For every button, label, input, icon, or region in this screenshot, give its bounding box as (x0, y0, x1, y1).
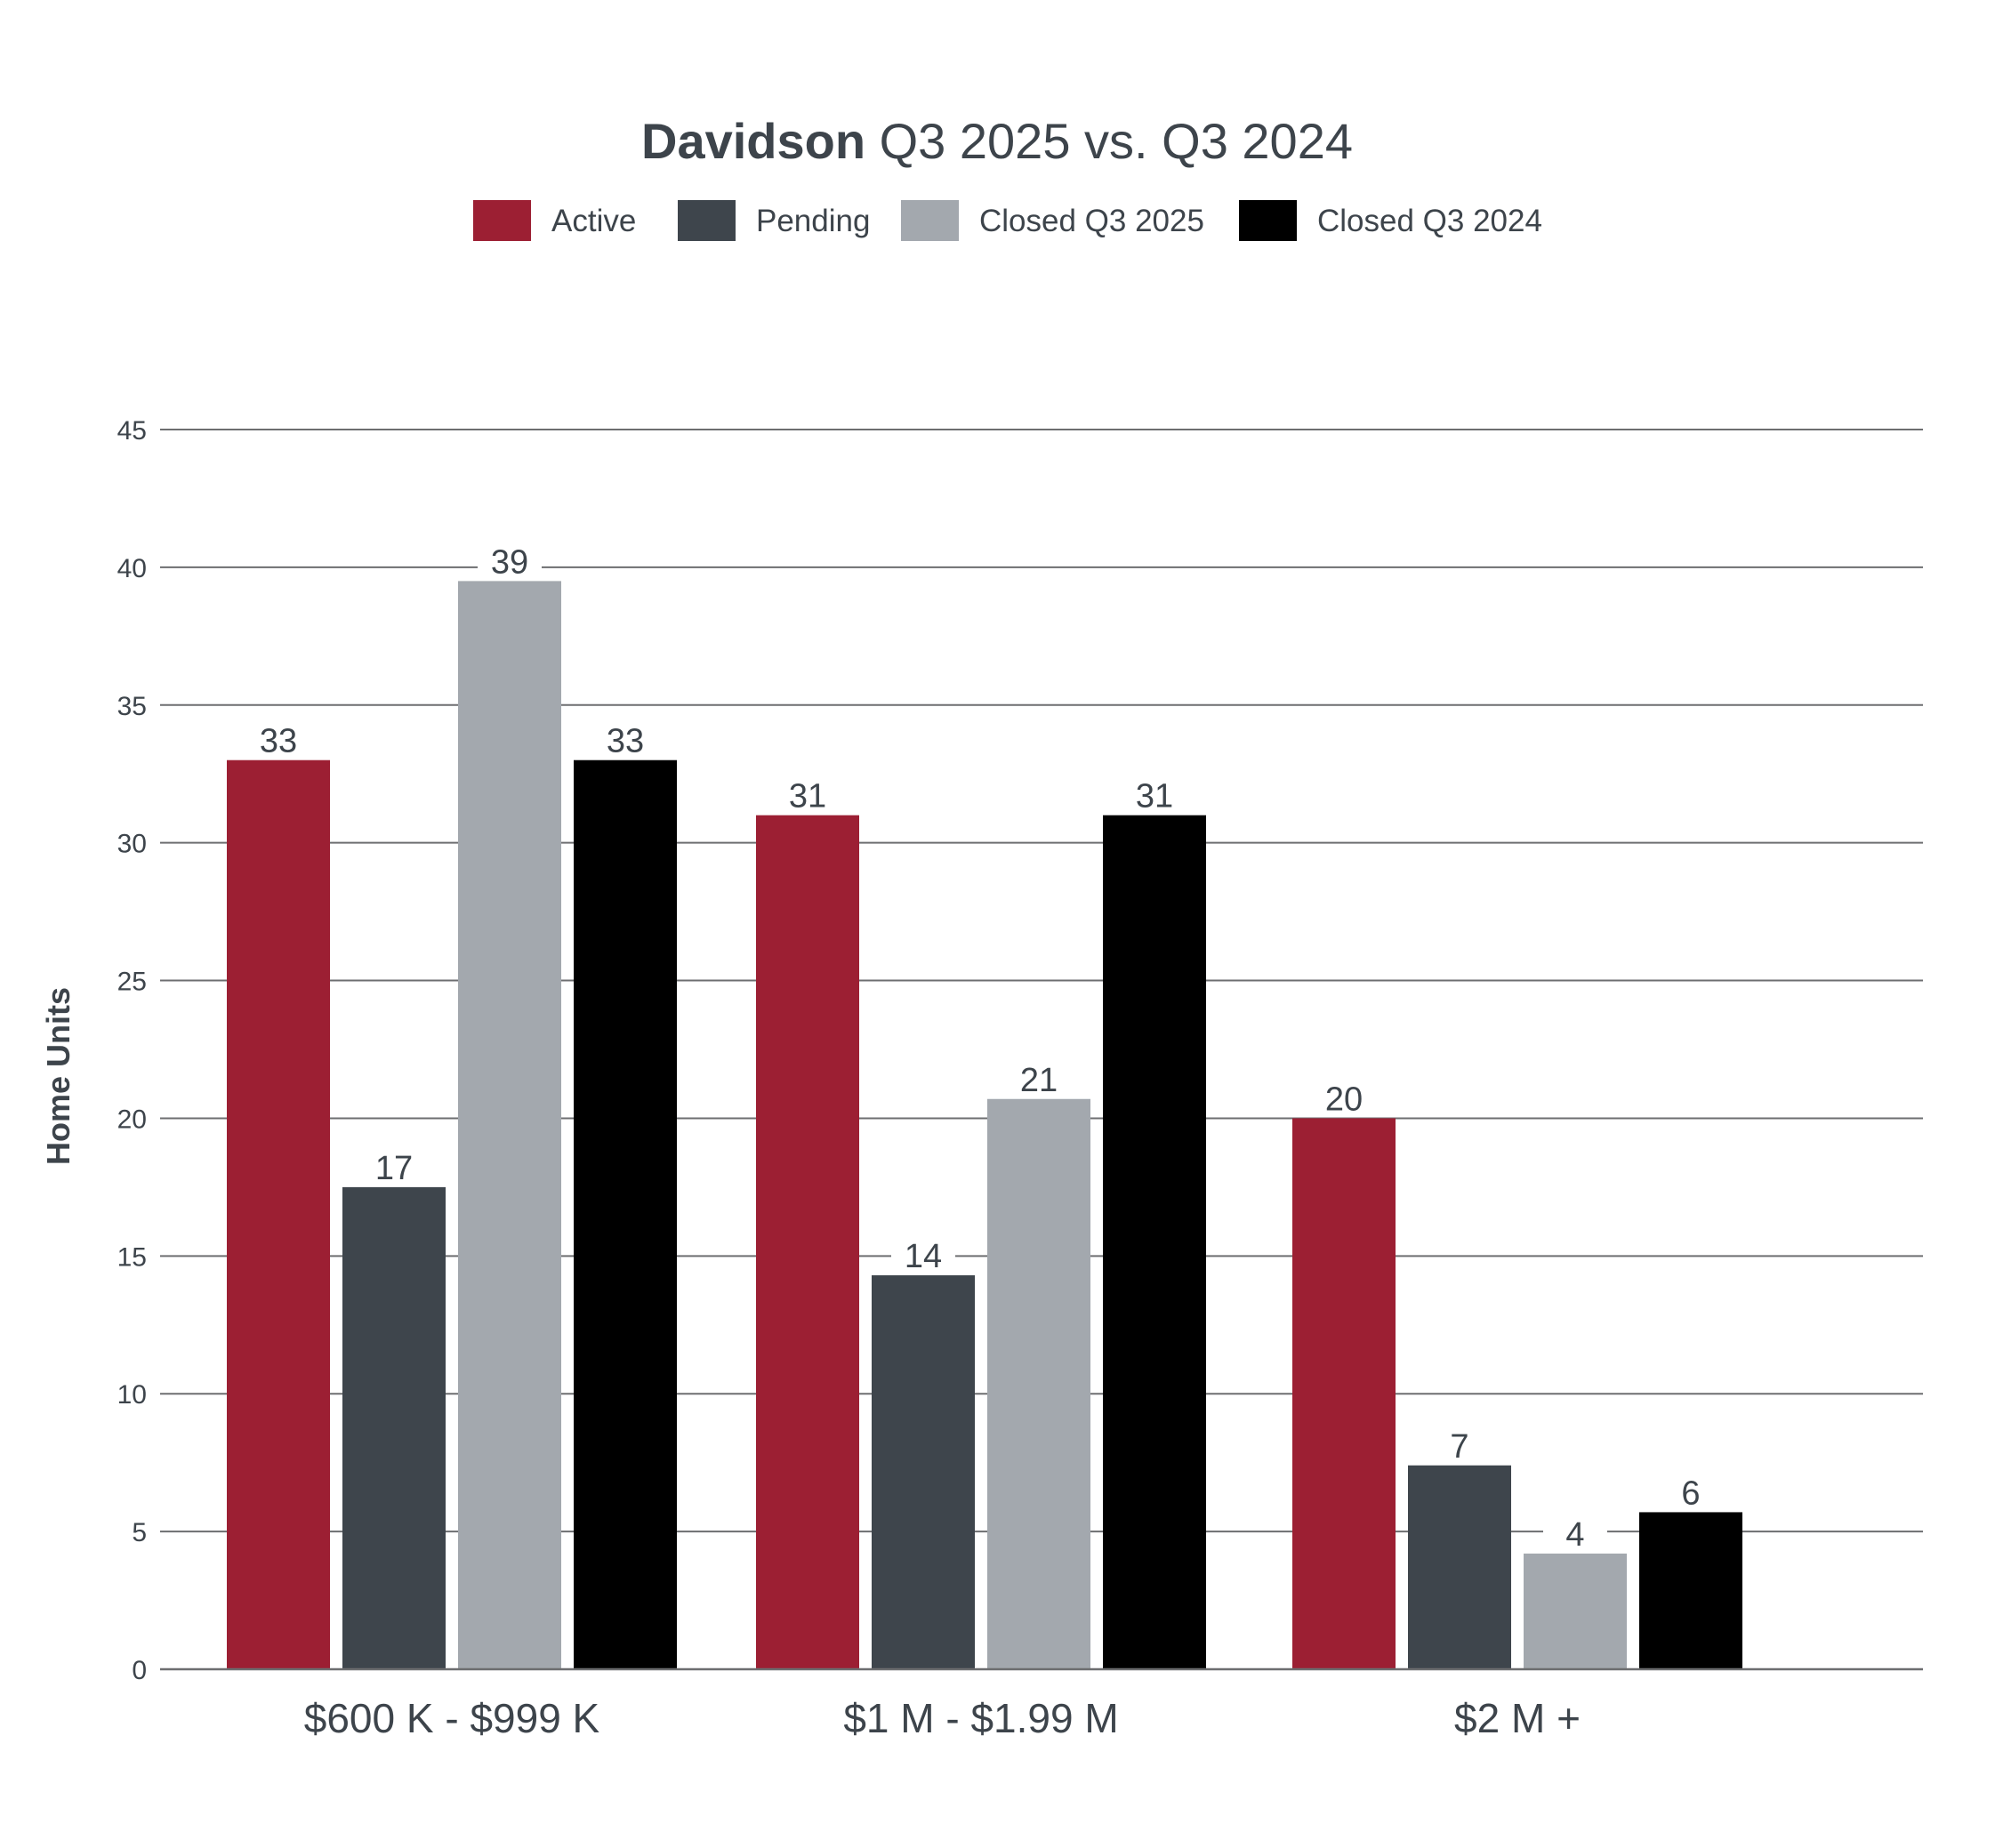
data-label-backing (1312, 1078, 1376, 1116)
data-label-backing (1659, 1472, 1723, 1510)
chart-title: Davidson Q3 2025 vs. Q3 2024 (641, 113, 1353, 169)
bar (1639, 1512, 1742, 1669)
data-label: 7 (1450, 1428, 1468, 1466)
data-label-backing (776, 775, 840, 813)
data-label: 31 (789, 778, 826, 816)
x-tick-label: $600 K - $999 K (304, 1695, 600, 1741)
legend-label: Closed Q3 2024 (1317, 204, 1542, 238)
y-tick-label: 35 (117, 692, 147, 721)
bar (1292, 1118, 1396, 1669)
data-label: 33 (260, 723, 297, 760)
y-tick-label: 40 (117, 554, 147, 583)
data-label: 6 (1681, 1474, 1700, 1512)
legend-item: Pending (678, 200, 870, 241)
chart-title-strong: Davidson (641, 113, 865, 169)
bar (1103, 815, 1206, 1669)
data-label-backing (246, 719, 310, 758)
bar (756, 815, 859, 1669)
data-label-backing (478, 541, 542, 579)
y-tick-label: 0 (132, 1656, 147, 1685)
legend-item: Closed Q3 2025 (901, 200, 1204, 241)
data-label: 39 (491, 543, 528, 581)
bar (227, 759, 330, 1669)
bar (1524, 1553, 1627, 1669)
x-axis: $600 K - $999 K $1 M - $1.99 M $2 M + (160, 1667, 1923, 1741)
bars (227, 581, 1742, 1669)
bar (1408, 1465, 1511, 1669)
data-label-backing (1428, 1425, 1492, 1463)
data-label-backing (1007, 1058, 1071, 1097)
data-label: 4 (1565, 1516, 1584, 1554)
x-tick-label: $2 M + (1454, 1695, 1581, 1741)
legend: Active Pending Closed Q3 2025 Closed Q3 202… (473, 200, 1542, 241)
chart-title-rest: Q3 2025 vs. Q3 2024 (865, 113, 1353, 169)
data-label: 20 (1325, 1081, 1363, 1118)
bar (872, 1275, 975, 1669)
legend-swatch (473, 200, 531, 241)
y-tick-label: 30 (117, 830, 147, 859)
bar (342, 1186, 446, 1669)
legend-swatch (901, 200, 959, 241)
legend-swatch (678, 200, 736, 241)
y-tick-label: 45 (117, 416, 147, 446)
y-tick-label: 5 (132, 1518, 147, 1547)
y-tick-label: 10 (117, 1380, 147, 1410)
y-tick-label: 25 (117, 968, 147, 997)
legend-label: Pending (756, 204, 870, 238)
y-axis-label: Home Units (40, 987, 76, 1165)
legend-label: Closed Q3 2025 (979, 204, 1204, 238)
data-labels: 33 17 39 33 31 14 21 31 20 7 4 6 (246, 541, 1723, 1554)
data-label-backing (593, 719, 657, 758)
data-label-backing (362, 1146, 426, 1185)
legend-label: Active (551, 204, 636, 238)
data-label-backing (1543, 1513, 1607, 1551)
legend-swatch (1239, 200, 1297, 241)
data-label: 17 (375, 1150, 413, 1187)
data-label: 31 (1136, 778, 1173, 816)
data-label: 21 (1020, 1062, 1058, 1099)
bar (458, 581, 561, 1669)
data-label-backing (891, 1235, 955, 1274)
legend-item: Closed Q3 2024 (1239, 200, 1542, 241)
bar (987, 1098, 1090, 1669)
x-tick-label: $1 M - $1.99 M (843, 1695, 1118, 1741)
y-tick-label: 15 (117, 1242, 147, 1272)
data-label: 14 (905, 1238, 942, 1275)
y-tick-label: 20 (117, 1105, 147, 1134)
bar (574, 759, 677, 1669)
legend-item: Active (473, 200, 636, 241)
data-label-backing (1122, 775, 1187, 813)
data-label: 33 (607, 723, 644, 760)
